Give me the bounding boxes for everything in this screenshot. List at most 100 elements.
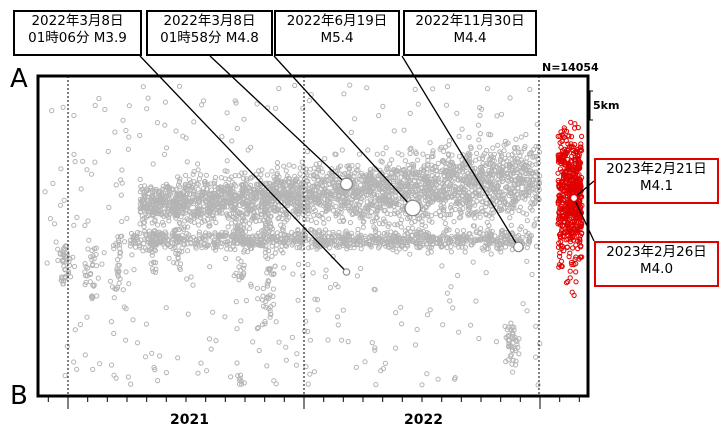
event-marker (174, 204, 180, 210)
event-marker (333, 281, 339, 287)
event-marker (325, 337, 331, 343)
event-marker (233, 299, 239, 305)
event-marker (412, 182, 419, 188)
event-marker (566, 160, 572, 166)
event-marker (244, 178, 250, 184)
event-marker (458, 214, 464, 220)
event-marker (195, 370, 201, 376)
event-marker (114, 266, 120, 272)
event-marker (383, 172, 389, 178)
event-marker (131, 267, 137, 273)
event-marker (90, 261, 96, 267)
event-marker (498, 151, 504, 157)
event-marker (209, 198, 215, 205)
event-marker (426, 218, 432, 224)
event-marker (241, 186, 247, 192)
event-marker (383, 243, 389, 249)
event-marker (573, 279, 579, 285)
event-marker (141, 224, 147, 230)
event-marker (560, 148, 566, 154)
event-marker (294, 230, 300, 236)
event-marker (183, 172, 189, 178)
event-marker (90, 294, 96, 300)
event-marker (441, 215, 447, 221)
event-marker (372, 345, 378, 351)
event-marker (87, 271, 93, 277)
event-marker (444, 212, 450, 218)
event-marker (565, 220, 571, 227)
event-marker (346, 236, 353, 242)
event-marker (569, 134, 575, 140)
event-marker (336, 192, 342, 198)
event-marker (509, 202, 515, 208)
event-marker (207, 223, 213, 229)
event-marker (448, 244, 454, 250)
event-marker (248, 281, 254, 287)
event-marker (499, 171, 505, 177)
event-marker (122, 239, 128, 245)
event-marker (557, 253, 563, 259)
event-marker (353, 364, 359, 370)
event-marker (347, 220, 353, 226)
event-marker (502, 323, 508, 329)
event-marker (177, 176, 183, 182)
event-marker (562, 174, 568, 180)
event-marker (230, 195, 236, 201)
event-marker (260, 297, 266, 303)
event-marker (353, 167, 359, 173)
event-marker (60, 281, 67, 287)
event-marker (441, 208, 447, 214)
event-marker (191, 119, 197, 125)
event-marker (556, 232, 563, 238)
event-marker (416, 245, 422, 251)
event-marker (143, 233, 150, 239)
event-marker (537, 173, 543, 179)
event-marker (201, 234, 207, 240)
event-marker (111, 330, 117, 337)
event-marker (455, 272, 461, 279)
event-marker (120, 117, 126, 123)
event-marker (256, 168, 262, 174)
event-marker (137, 189, 143, 195)
event-marker (409, 220, 415, 226)
event-marker (412, 189, 419, 195)
event-marker (84, 314, 90, 320)
event-marker (229, 138, 235, 144)
event-marker (334, 177, 340, 183)
event-marker (184, 276, 190, 282)
event-marker (347, 82, 353, 88)
event-marker (74, 366, 80, 372)
event-marker (219, 240, 225, 246)
event-marker (116, 280, 122, 286)
event-marker (213, 338, 219, 344)
event-marker (190, 234, 196, 240)
event-marker (416, 216, 423, 222)
event-marker (142, 354, 149, 360)
event-marker (276, 339, 282, 345)
event-marker (91, 246, 98, 252)
event-marker (281, 163, 287, 169)
x-tick-label-2022: 2022 (404, 412, 443, 428)
event-marker (188, 241, 194, 247)
event-marker (555, 170, 561, 176)
event-marker (186, 209, 193, 215)
event-marker (211, 181, 217, 187)
event-marker (300, 180, 306, 186)
event-marker (316, 166, 322, 172)
callout-event-5-date: 2023年2月21日 (606, 161, 707, 177)
event-marker (273, 381, 279, 387)
event-marker (71, 263, 78, 270)
event-marker (191, 219, 197, 225)
event-marker (267, 314, 273, 320)
event-marker (501, 148, 507, 154)
event-marker (82, 272, 89, 279)
event-marker (249, 215, 256, 221)
event-marker (507, 215, 513, 221)
event-marker (223, 181, 229, 188)
event-marker (374, 186, 380, 192)
event-marker (145, 201, 151, 207)
event-marker (326, 206, 332, 212)
event-marker (526, 167, 532, 173)
event-marker (190, 282, 196, 288)
event-marker (444, 245, 450, 251)
